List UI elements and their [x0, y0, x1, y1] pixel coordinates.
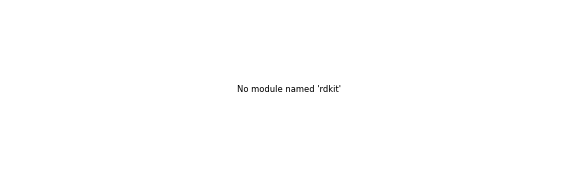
- Text: No module named 'rdkit': No module named 'rdkit': [237, 85, 341, 94]
